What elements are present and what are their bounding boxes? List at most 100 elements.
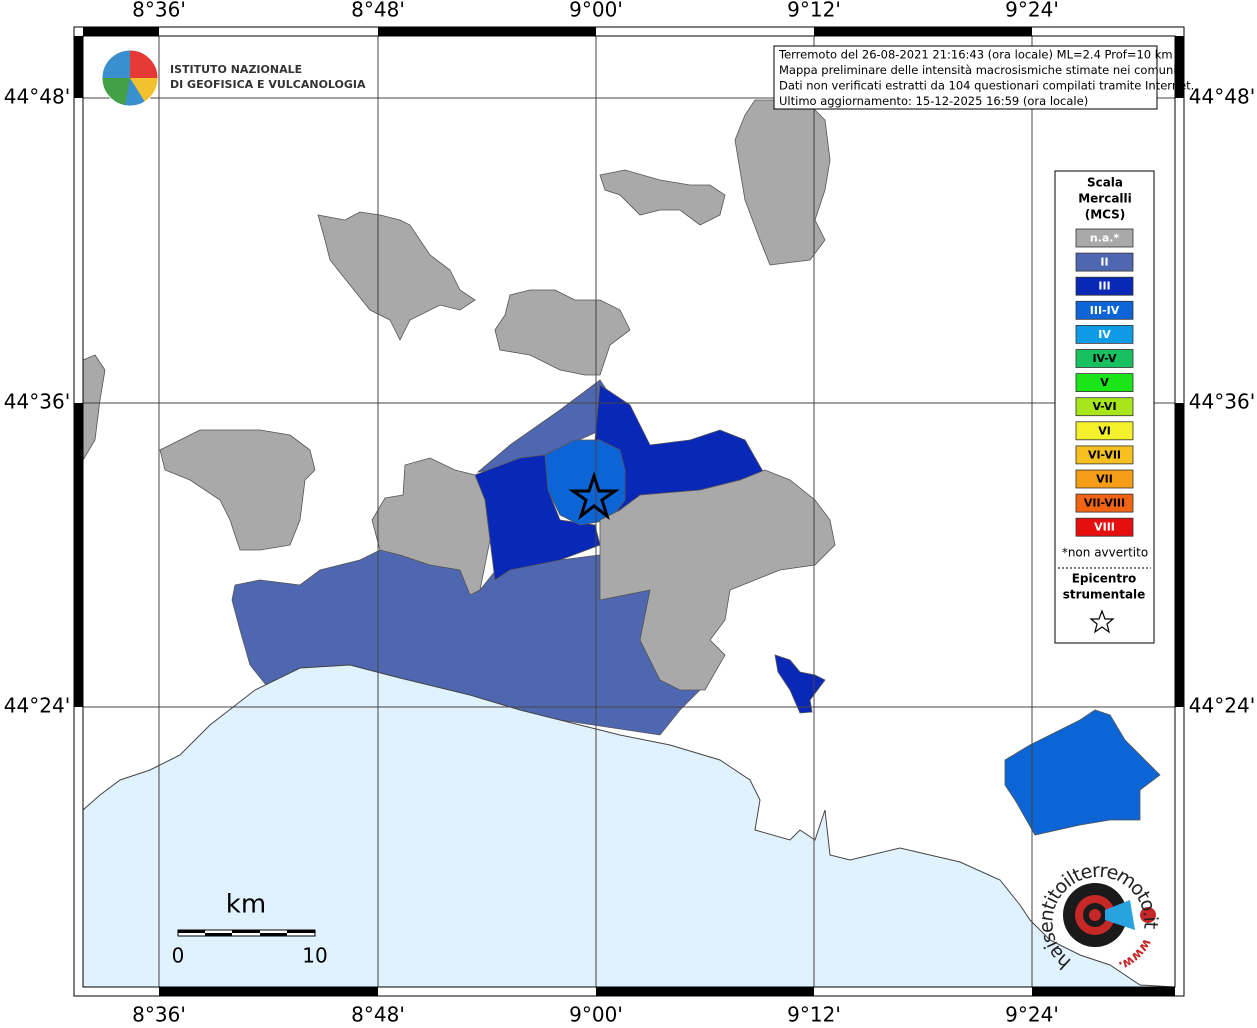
frame-segment <box>159 987 378 996</box>
legend-swatch <box>1075 445 1134 465</box>
scale-bar: km 0 10 <box>172 890 328 968</box>
scale-bar-segment <box>178 930 205 933</box>
logo-segment <box>130 50 158 78</box>
legend-swatch <box>1075 300 1134 320</box>
frame-segment <box>378 27 596 36</box>
scale-label: 10 <box>302 944 327 968</box>
legend-label: III <box>1098 280 1110 293</box>
legend-label: II <box>1100 256 1108 269</box>
legend-label: VII <box>1096 473 1113 486</box>
frame-segment <box>74 403 83 707</box>
lat-label: 44°36' <box>4 390 70 414</box>
frame-segment <box>83 27 159 36</box>
legend-swatch <box>1075 276 1134 296</box>
legend-swatch <box>1075 349 1134 368</box>
scale-label: 0 <box>172 944 185 968</box>
ingv-logo: ISTITUTO NAZIONALE DI GEOFISICA E VULCAN… <box>101 49 366 107</box>
lat-label: 44°36' <box>1189 390 1255 414</box>
scale-bar-segment <box>232 930 260 933</box>
legend-label: V <box>1100 376 1109 389</box>
legend-title: Scala <box>1087 176 1123 190</box>
site-logo-beam <box>1105 900 1135 930</box>
legend-label: VI <box>1098 424 1111 437</box>
lat-label: 44°24' <box>1189 694 1255 718</box>
lon-label: 9°00' <box>569 1003 623 1025</box>
region-iii-iv <box>544 439 626 526</box>
frame-segment <box>74 36 83 98</box>
site-logo: haisentitoilterremoto.it www. <box>1035 859 1162 974</box>
legend-swatch <box>1075 493 1134 513</box>
legend-swatch <box>1075 373 1134 393</box>
legend-star <box>1089 609 1115 634</box>
logo-text: ISTITUTO NAZIONALE <box>170 63 302 76</box>
sea <box>82 664 1176 988</box>
legend-title: Mercalli <box>1078 192 1132 206</box>
legend-epicenter-title: Epicentro <box>1072 572 1137 586</box>
legend-swatch <box>1075 228 1134 248</box>
scale-bar-segment <box>205 933 232 936</box>
logo-text: DI GEOFISICA E VULCANOLOGIA <box>170 78 366 91</box>
info-text: Terremoto del 26-08-2021 21:16:43 (ora l… <box>778 48 1194 109</box>
legend-note: *non avvertito <box>1062 546 1148 560</box>
info-line: Mappa preliminare delle intensità macros… <box>779 63 1176 77</box>
legend-label: V-VI <box>1092 400 1116 413</box>
scale-bar-segment <box>260 933 287 936</box>
legend-title: (MCS) <box>1085 208 1126 222</box>
legend-swatch <box>1075 421 1134 441</box>
legend-swatch <box>1075 252 1134 272</box>
lon-label: 9°12' <box>787 0 841 22</box>
legend-label: n.a.* <box>1090 232 1120 245</box>
axis-labels: 8°36' 8°48' 9°00' 9°12' 9°24' 8°36' 8°48' 9°00'… <box>4 0 1255 1027</box>
region-iii <box>774 654 826 714</box>
lon-label: 9°12' <box>787 1003 841 1025</box>
region-na <box>159 429 316 551</box>
lon-label: 8°36' <box>132 0 186 22</box>
frame-inner <box>82 35 1176 988</box>
info-line: Dati non verificati estratti da 104 ques… <box>779 79 1194 93</box>
legend-label: VI-VII <box>1088 448 1121 461</box>
lat-label: 44°48' <box>1189 85 1255 109</box>
scale-bar-segment <box>287 930 315 933</box>
legend-label: III-IV <box>1090 304 1120 317</box>
region-na <box>599 169 726 226</box>
lat-label: 44°48' <box>4 85 70 109</box>
frame-segment <box>1032 987 1175 996</box>
lon-label: 9°24' <box>1005 0 1059 22</box>
legend-label: VIII <box>1094 521 1115 534</box>
frame-segment <box>1175 403 1184 707</box>
legend-swatch <box>1075 517 1134 537</box>
region-na <box>734 99 831 266</box>
legend-swatch <box>1075 397 1134 417</box>
legend-swatch <box>1075 324 1134 344</box>
logo-segment <box>102 78 130 105</box>
frame-segment <box>596 987 814 996</box>
region-iii-iv <box>1004 709 1161 836</box>
lon-label: 8°36' <box>132 1003 186 1025</box>
legend-epicenter-title: strumentale <box>1063 588 1146 602</box>
legend-label: IV <box>1098 328 1111 341</box>
lat-label: 44°24' <box>4 694 70 718</box>
site-logo-badge <box>1140 907 1156 923</box>
lon-label: 8°48' <box>351 0 405 22</box>
lon-label: 9°24' <box>1005 1003 1059 1025</box>
region-na <box>317 211 476 341</box>
logo-ring <box>101 49 159 107</box>
site-logo-center <box>1089 909 1101 921</box>
info-line: Terremoto del 26-08-2021 21:16:43 (ora l… <box>778 48 1173 62</box>
lon-label: 9°00' <box>569 0 623 22</box>
frame-segment <box>814 27 1032 36</box>
frame-segment <box>1175 36 1184 98</box>
epicenter-star <box>568 471 620 521</box>
legend: ScalaMercalli(MCS)n.a.*IIIIIIII-IVIVIV-V… <box>1062 176 1148 602</box>
region-na <box>599 469 836 691</box>
lon-label: 8°48' <box>351 1003 405 1025</box>
scale-unit: km <box>226 890 266 920</box>
legend-label: IV-V <box>1092 352 1117 365</box>
info-box <box>773 45 1158 110</box>
info-line: Ultimo aggiornamento: 15-12-2025 16:59 (… <box>779 94 1088 108</box>
map-frame <box>74 27 1184 996</box>
legend-label: VII-VIII <box>1084 497 1125 510</box>
frame-outline <box>73 26 1185 997</box>
